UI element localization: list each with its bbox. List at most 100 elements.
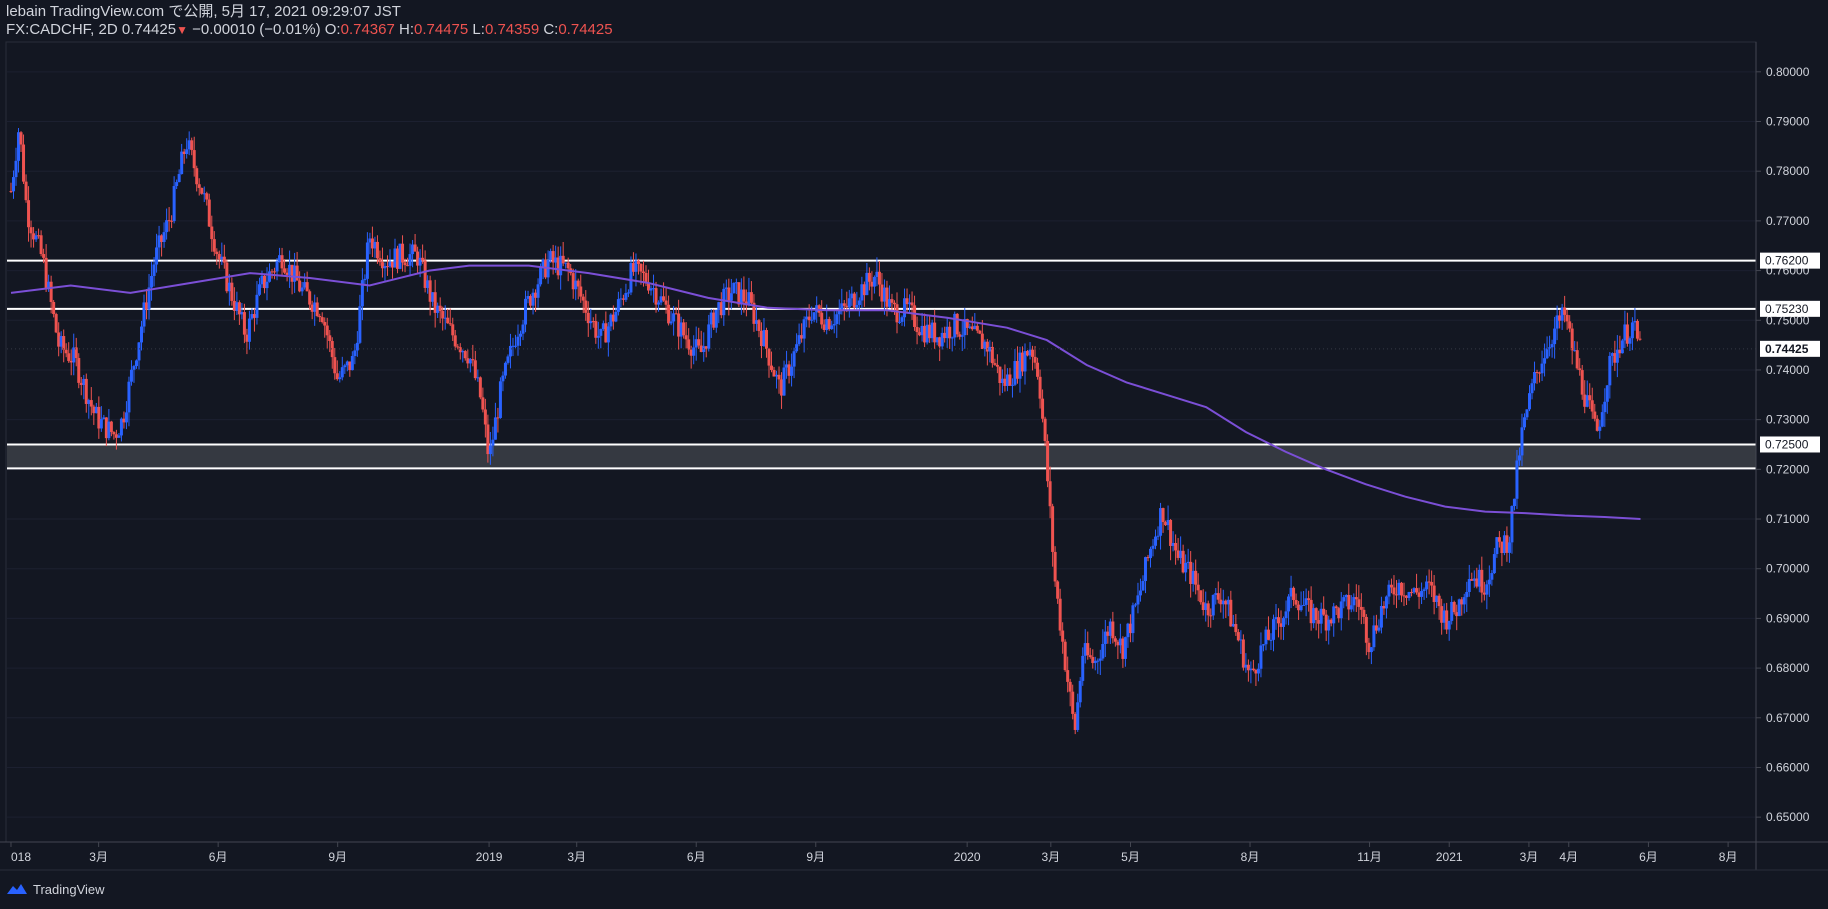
candle-body <box>87 400 91 404</box>
candle-body <box>524 298 528 325</box>
candle-body <box>770 365 774 370</box>
candle-body <box>709 312 713 325</box>
candle-body <box>1394 594 1398 596</box>
candle-body <box>19 132 23 145</box>
candle-body <box>493 417 497 440</box>
candle-body <box>1364 616 1368 643</box>
candle-body <box>315 302 319 316</box>
candle-body <box>1294 599 1298 605</box>
candle-body <box>1307 598 1311 600</box>
candle-body <box>908 302 912 305</box>
candle-body <box>1113 638 1117 642</box>
candle-body <box>463 351 467 359</box>
candle-body <box>534 292 538 298</box>
candle-body <box>1244 664 1248 668</box>
candle-body <box>373 241 377 249</box>
candle-body <box>1078 680 1082 703</box>
candle-body <box>1224 600 1228 605</box>
candle-body <box>840 303 844 311</box>
candle-body <box>1515 460 1519 499</box>
candle-body <box>385 266 389 268</box>
candle-body <box>1349 605 1353 610</box>
candle-body <box>117 435 121 438</box>
low-label: L: <box>472 21 485 38</box>
candle-body <box>1467 579 1471 592</box>
candle-body <box>1405 595 1409 598</box>
candle-body <box>812 312 816 320</box>
candle-body <box>498 381 502 418</box>
candle-body <box>39 235 43 254</box>
candle-body <box>875 271 879 277</box>
candle-body <box>980 333 984 350</box>
candle-body <box>421 257 425 261</box>
candle-body <box>398 243 402 269</box>
candle-body <box>1053 551 1057 582</box>
footer-brand[interactable]: TradingView <box>33 881 105 897</box>
candle-body <box>145 302 149 310</box>
candle-body <box>882 287 886 302</box>
candle-body <box>1106 631 1110 636</box>
candle-body <box>639 263 643 272</box>
candle-body <box>195 168 199 185</box>
candle-body <box>1166 519 1170 526</box>
candle-body <box>887 299 891 307</box>
candle-body <box>84 378 88 404</box>
candle-body <box>574 280 578 290</box>
candle-body <box>77 358 81 383</box>
candle-body <box>1450 601 1454 621</box>
candle-body <box>207 199 211 227</box>
candle-body <box>825 319 829 331</box>
candle-body <box>260 275 264 285</box>
candle-body <box>1216 593 1220 600</box>
candle-body <box>1522 417 1526 428</box>
candle-body <box>446 317 450 324</box>
candle-body <box>1282 618 1286 627</box>
candle-body <box>1535 371 1539 373</box>
candle-body <box>1337 608 1341 619</box>
candle-body <box>167 220 171 222</box>
candle-body <box>1540 363 1544 374</box>
candle-body <box>775 374 779 377</box>
candle-body <box>11 177 15 192</box>
horizontal-levels[interactable] <box>7 259 1756 470</box>
candle-body <box>601 323 605 330</box>
candle-body <box>1234 624 1238 633</box>
symbol-label[interactable]: FX:CADCHF, 2D <box>6 21 118 38</box>
candle-body <box>1440 606 1444 623</box>
candle-body <box>129 369 133 382</box>
candle-body <box>114 434 118 438</box>
candle-body <box>320 317 324 323</box>
candle-body <box>1101 643 1105 659</box>
candle-body <box>1239 639 1243 641</box>
candle-body <box>674 313 678 315</box>
candle-body <box>1008 374 1012 386</box>
candle-body <box>288 264 292 275</box>
candle-body <box>910 302 914 306</box>
candle-body <box>1246 664 1250 671</box>
candle-body <box>157 235 161 248</box>
candle-body <box>616 299 620 312</box>
candle-body <box>659 296 663 303</box>
candle-body <box>995 364 999 367</box>
candle-body <box>1015 361 1019 379</box>
candle-body <box>1051 506 1055 552</box>
candle-body <box>1495 537 1499 555</box>
candle-body <box>1319 608 1323 624</box>
candle-body <box>596 335 600 338</box>
candle-body <box>732 282 736 294</box>
candle-body <box>867 272 871 282</box>
candle-body <box>175 182 179 187</box>
candle-body <box>1149 548 1153 559</box>
candle-body <box>29 227 33 234</box>
candle-body <box>328 335 332 342</box>
candle-body <box>365 242 369 279</box>
candle-body <box>1091 657 1095 664</box>
candle-body <box>805 316 809 320</box>
candle-body <box>200 187 204 194</box>
candle-body <box>383 266 387 269</box>
candle-body <box>1608 355 1612 386</box>
candle-body <box>963 319 967 336</box>
open-label: O: <box>324 21 341 38</box>
candle-body <box>431 292 435 302</box>
